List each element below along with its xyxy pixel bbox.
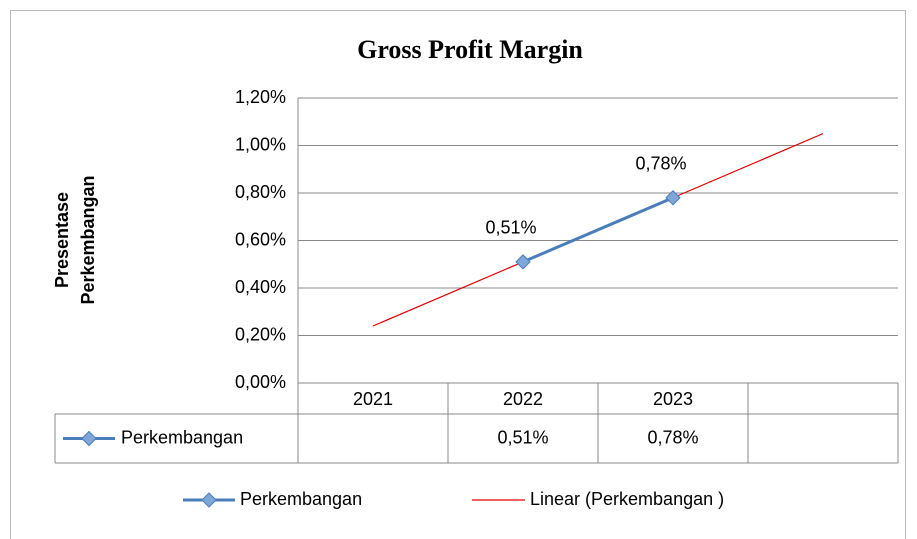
y-axis-label: Presentase [52, 192, 72, 288]
chart-frame [10, 10, 906, 539]
x-tick-label: 2021 [353, 389, 393, 409]
table-value: 0,78% [647, 427, 698, 447]
x-tick-label: 2022 [503, 389, 543, 409]
legend-key [81, 430, 97, 447]
y-tick-label: 1,00% [235, 134, 286, 154]
y-tick-label: 0,20% [235, 324, 286, 344]
marker [665, 190, 681, 206]
y-tick-label: 0,80% [235, 182, 286, 202]
y-axis-label: Perkembangan [78, 175, 98, 304]
table-value: 0,51% [497, 427, 548, 447]
chart-title: Gross Profit Margin [357, 35, 583, 64]
legend-key [201, 492, 217, 508]
series-line [522, 196, 674, 264]
y-tick-label: 0,40% [235, 277, 286, 297]
data-label: 0,78% [635, 154, 686, 174]
legend-label: Perkembangan [240, 489, 362, 509]
legend-label: Linear (Perkembangan ) [530, 489, 724, 509]
x-tick-label: 2023 [653, 389, 693, 409]
y-tick-label: 1,20% [235, 87, 286, 107]
data-label: 0,51% [485, 218, 536, 238]
marker [515, 254, 531, 270]
table-series-name: Perkembangan [121, 427, 243, 447]
y-tick-label: 0,00% [235, 372, 286, 392]
y-tick-label: 0,60% [235, 229, 286, 249]
